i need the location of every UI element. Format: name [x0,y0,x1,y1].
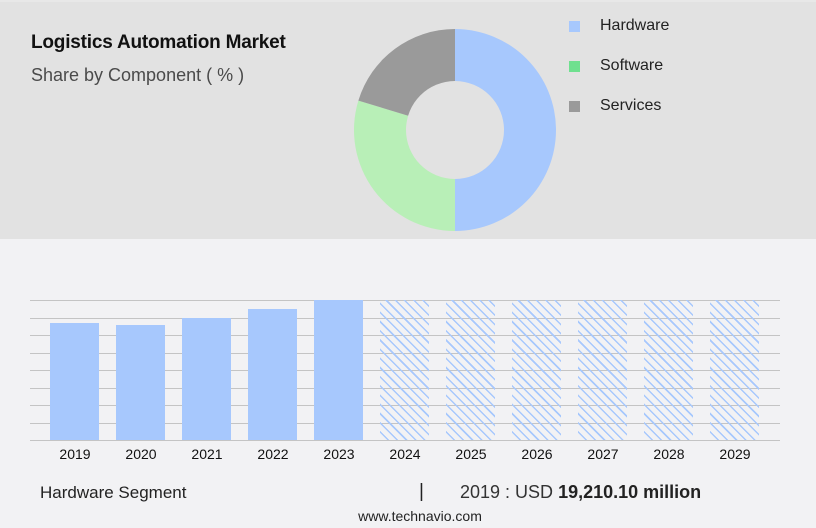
bar-2027 [578,300,627,440]
bar-2021 [182,318,231,440]
x-axis-label: 2022 [257,446,289,462]
bar-2029 [710,300,759,440]
donut-chart [353,29,556,231]
bar-2026 [512,300,561,440]
x-axis-label: 2019 [59,446,91,462]
bar-2020 [116,325,165,440]
chart-title: Logistics Automation Market [31,32,286,53]
gridline [30,440,780,441]
bar-2022 [248,309,297,440]
segment-value-amount: 19,210.10 million [558,482,702,502]
legend-item-services: Services [569,95,661,117]
legend-swatch-icon [569,20,580,32]
bar-2025 [446,300,495,440]
bar-2023 [314,300,363,440]
x-axis-label: 2020 [125,446,157,462]
segment-label: Hardware Segment [40,483,187,502]
x-axis-label: 2025 [455,446,487,462]
donut-slice-hardware [455,29,556,231]
bar-2019 [50,323,99,440]
legend-swatch-icon [569,60,580,72]
x-axis-label: 2023 [323,446,355,462]
bar-2028 [644,300,693,440]
share-panel: Logistics Automation Market Share by Com… [0,0,816,239]
legend-swatch-icon [569,100,580,112]
legend-item-hardware: Hardware [569,15,669,37]
x-axis-label: 2021 [191,446,223,462]
x-axis-label: 2024 [389,446,421,462]
chart-subtitle: Share by Component ( % ) [31,65,245,85]
bar-chart: 2019 2020 2021 2022 2023 2024 2025 2026 2027 2028… [30,300,780,462]
source-url: www.technavio.com [358,508,482,524]
footer-separator: | [419,481,424,502]
segment-value: 2019 : USD 19,210.10 million [460,482,702,502]
x-axis-label: 2027 [587,446,619,462]
bar-2024 [380,300,429,440]
x-axis-label: 2028 [653,446,685,462]
legend-item-software: Software [569,55,663,77]
x-axis-label: 2029 [719,446,751,462]
x-axis-label: 2026 [521,446,553,462]
